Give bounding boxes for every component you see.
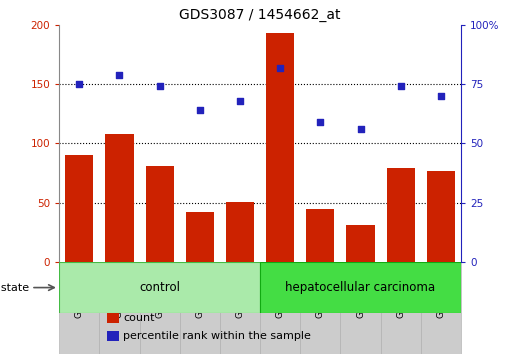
- Title: GDS3087 / 1454662_at: GDS3087 / 1454662_at: [179, 8, 341, 22]
- Bar: [347, 225, 374, 262]
- Point: [316, 119, 324, 125]
- Point: [156, 84, 164, 89]
- Bar: [421, 262, 461, 354]
- Bar: [226, 202, 254, 262]
- Bar: [180, 262, 220, 354]
- Text: percentile rank within the sample: percentile rank within the sample: [124, 331, 312, 341]
- Point: [75, 81, 83, 87]
- Bar: [427, 171, 455, 262]
- Bar: [387, 169, 415, 262]
- Bar: [300, 262, 340, 354]
- Bar: [59, 262, 260, 313]
- Bar: [146, 166, 174, 262]
- Point: [437, 93, 445, 99]
- Point: [115, 72, 124, 78]
- Bar: [381, 262, 421, 354]
- Point: [276, 65, 284, 70]
- Text: control: control: [139, 281, 180, 294]
- Bar: [140, 262, 180, 354]
- Point: [356, 126, 365, 132]
- Bar: [186, 212, 214, 262]
- Bar: [260, 262, 461, 313]
- Bar: [59, 262, 99, 354]
- Point: [397, 84, 405, 89]
- Text: disease state: disease state: [0, 282, 29, 292]
- Bar: [266, 33, 294, 262]
- Bar: [108, 313, 118, 323]
- Text: count: count: [124, 313, 155, 323]
- Bar: [306, 209, 334, 262]
- Bar: [108, 331, 118, 341]
- Point: [236, 98, 244, 104]
- Bar: [340, 262, 381, 354]
- Point: [196, 107, 204, 113]
- Bar: [65, 155, 93, 262]
- Bar: [106, 134, 133, 262]
- Bar: [260, 262, 300, 354]
- Bar: [99, 262, 140, 354]
- Bar: [220, 262, 260, 354]
- Text: hepatocellular carcinoma: hepatocellular carcinoma: [285, 281, 436, 294]
